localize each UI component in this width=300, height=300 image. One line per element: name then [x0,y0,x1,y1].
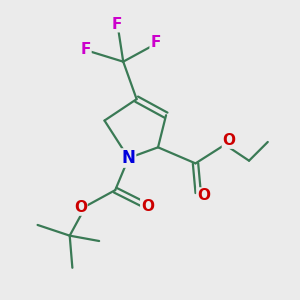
Text: O: O [74,200,87,215]
Text: F: F [150,35,161,50]
Text: O: O [141,199,154,214]
Text: F: F [111,17,122,32]
Text: F: F [81,42,91,57]
Text: O: O [197,188,210,203]
Text: O: O [223,133,236,148]
Text: N: N [122,149,136,167]
